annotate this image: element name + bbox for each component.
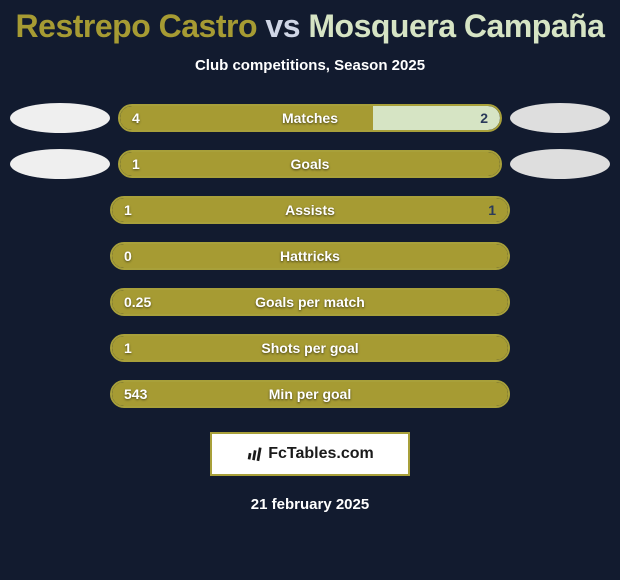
- date: 21 february 2025: [0, 496, 620, 513]
- player1-value: 1: [124, 202, 132, 218]
- player1-value: 1: [124, 340, 132, 356]
- stat-bar: 4 2 Matches: [118, 104, 502, 132]
- stat-row: 1 Shots per goal: [10, 332, 610, 364]
- stat-row: 4 2 Matches: [10, 102, 610, 134]
- stat-row: 0 Hattricks: [10, 240, 610, 272]
- player2-avatar-placeholder: [510, 149, 610, 179]
- player2-name: Mosquera Campaña: [308, 8, 604, 44]
- player1-value: 543: [124, 386, 147, 402]
- player1-value: 0.25: [124, 294, 151, 310]
- player2-avatar-placeholder: [510, 103, 610, 133]
- vs-text: vs: [265, 8, 300, 44]
- stat-bar: 1 1 Assists: [110, 196, 510, 224]
- stat-bar: 0 Hattricks: [110, 242, 510, 270]
- subtitle: Club competitions, Season 2025: [0, 57, 620, 74]
- stat-caption: Goals: [291, 156, 330, 172]
- stat-caption: Goals per match: [255, 294, 365, 310]
- player1-value: 1: [132, 156, 140, 172]
- player1-value: 4: [132, 110, 140, 126]
- page-title: Restrepo Castro vs Mosquera Campaña: [0, 8, 620, 45]
- stat-row: 1 Goals: [10, 148, 610, 180]
- stat-bar: 543 Min per goal: [110, 380, 510, 408]
- player1-avatar-placeholder: [10, 149, 110, 179]
- player1-name: Restrepo Castro: [16, 8, 257, 44]
- comparison-infographic: Restrepo Castro vs Mosquera Campaña Club…: [0, 0, 620, 580]
- stat-caption: Min per goal: [269, 386, 351, 402]
- stat-row: 543 Min per goal: [10, 378, 610, 410]
- stat-row: 1 1 Assists: [10, 194, 610, 226]
- bar-chart-icon: [246, 445, 264, 463]
- stat-bar: 0.25 Goals per match: [110, 288, 510, 316]
- player2-value: 1: [488, 202, 496, 218]
- stat-bar: 1 Goals: [118, 150, 502, 178]
- stats-chart: 4 2 Matches 1 Goals 1 1 Assists 0 Hattricks 0.25 Go…: [0, 102, 620, 410]
- stat-caption: Hattricks: [280, 248, 340, 264]
- stat-bar: 1 Shots per goal: [110, 334, 510, 362]
- stat-caption: Assists: [285, 202, 335, 218]
- player1-avatar-placeholder: [10, 103, 110, 133]
- stat-caption: Shots per goal: [261, 340, 358, 356]
- logo-text: FcTables.com: [268, 445, 374, 463]
- stat-row: 0.25 Goals per match: [10, 286, 610, 318]
- player2-value: 2: [480, 110, 488, 126]
- stat-caption: Matches: [282, 110, 338, 126]
- player1-value: 0: [124, 248, 132, 264]
- source-logo: FcTables.com: [210, 432, 410, 476]
